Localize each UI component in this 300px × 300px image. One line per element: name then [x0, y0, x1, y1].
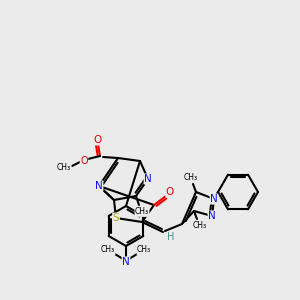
- Text: CH₃: CH₃: [135, 208, 149, 217]
- Text: CH₃: CH₃: [57, 164, 71, 172]
- Text: S: S: [113, 213, 119, 223]
- Text: N: N: [210, 194, 218, 204]
- Text: N: N: [208, 211, 216, 221]
- Text: O: O: [80, 156, 88, 166]
- Text: O: O: [94, 135, 102, 145]
- Text: CH₃: CH₃: [193, 221, 207, 230]
- Text: N: N: [144, 174, 152, 184]
- Text: CH₃: CH₃: [137, 245, 151, 254]
- Text: CH₃: CH₃: [184, 172, 198, 182]
- Text: H: H: [167, 232, 175, 242]
- Text: CH₃: CH₃: [101, 245, 115, 254]
- Text: N: N: [95, 181, 103, 191]
- Text: O: O: [166, 187, 174, 197]
- Text: N: N: [122, 257, 130, 267]
